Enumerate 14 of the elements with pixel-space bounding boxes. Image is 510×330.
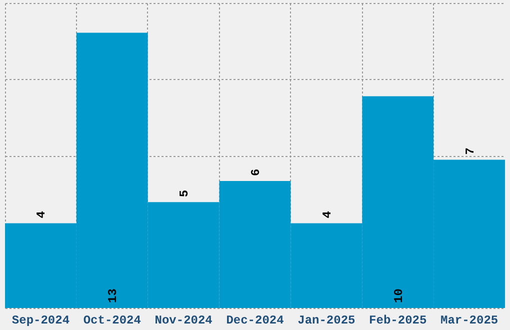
x-tick-label: Nov-2024 (154, 314, 212, 328)
data-label: 4 (320, 211, 334, 218)
x-tick-label: Sep-2024 (12, 314, 70, 328)
data-label: 5 (178, 190, 192, 198)
x-tick-label: Mar-2025 (440, 314, 498, 328)
data-label: 6 (249, 168, 263, 176)
x-tick-label: Jan-2025 (298, 314, 356, 328)
x-tick-label: Oct-2024 (83, 314, 141, 328)
x-tick-label: Feb-2025 (369, 314, 427, 328)
x-tick-label: Dec-2024 (226, 314, 284, 328)
data-label: 4 (34, 211, 49, 218)
data-label: 10 (392, 288, 406, 303)
data-label: 7 (463, 148, 478, 155)
data-label: 13 (106, 288, 120, 303)
